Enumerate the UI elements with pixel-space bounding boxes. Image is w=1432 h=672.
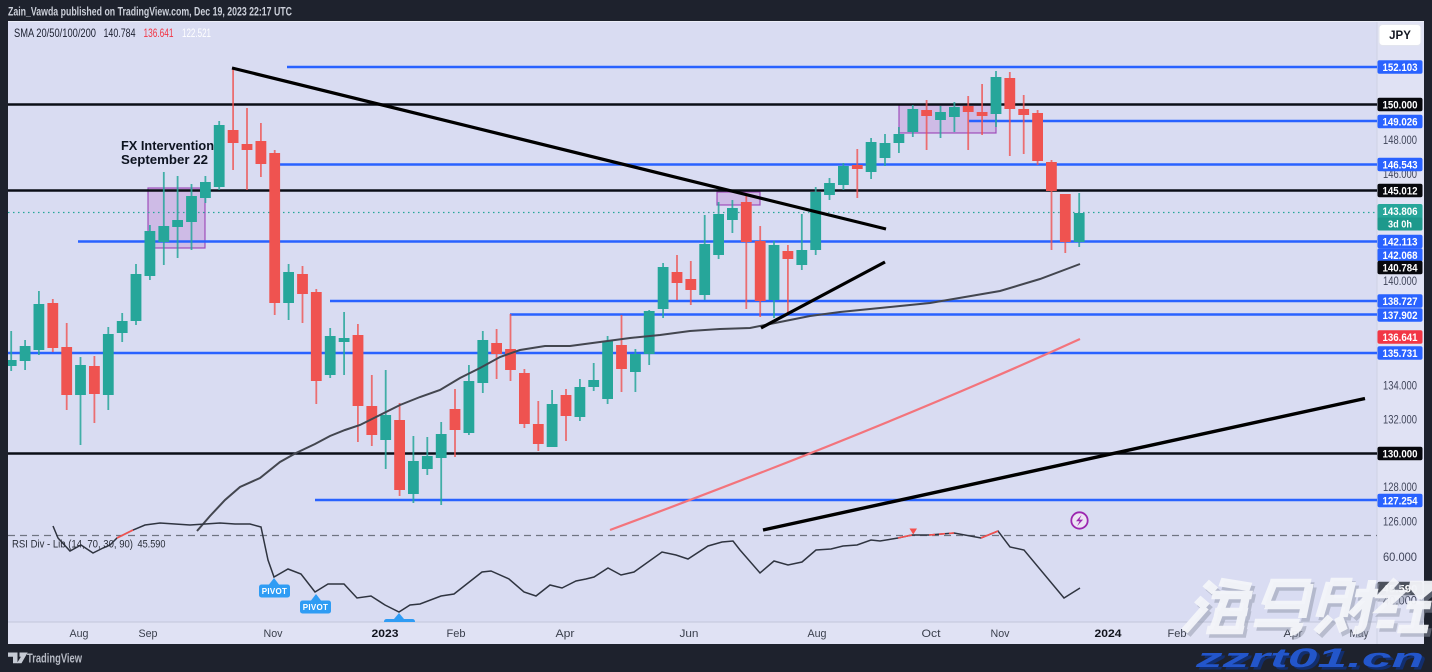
svg-text:PIVOT: PIVOT <box>387 622 413 631</box>
svg-text:136.641: 136.641 <box>1383 332 1418 344</box>
svg-text:TradingView: TradingView <box>27 652 82 666</box>
svg-text:RSI Div - Lib (14, 70, 30, 90): RSI Div - Lib (14, 70, 30, 90) 45.590 <box>12 539 166 551</box>
svg-text:127.254: 127.254 <box>1383 495 1419 507</box>
svg-text:zzrt01.cn: zzrt01.cn <box>1194 643 1424 672</box>
svg-text:Apr: Apr <box>556 628 575 640</box>
svg-text:152.103: 152.103 <box>1383 62 1418 74</box>
svg-text:146.000: 146.000 <box>1383 169 1417 181</box>
svg-text:137.902: 137.902 <box>1383 310 1418 322</box>
svg-text:138.727: 138.727 <box>1383 296 1418 308</box>
svg-text:148.000: 148.000 <box>1383 135 1417 147</box>
svg-text:September 22: September 22 <box>121 152 208 167</box>
svg-text:Jun: Jun <box>680 628 699 640</box>
svg-text:150.000: 150.000 <box>1383 99 1418 111</box>
svg-text:Aug: Aug <box>70 628 89 640</box>
svg-text:Zain_Vawda published on Tradin: Zain_Vawda published on TradingView.com,… <box>8 7 292 19</box>
svg-text:135.731: 135.731 <box>1383 348 1418 360</box>
svg-text:146.543: 146.543 <box>1383 159 1418 171</box>
svg-text:FX Intervention: FX Intervention <box>121 138 214 153</box>
svg-text:JPY: JPY <box>1389 30 1411 42</box>
svg-text:Nov: Nov <box>264 628 283 640</box>
svg-text:132.000: 132.000 <box>1383 414 1417 426</box>
svg-text:128.000: 128.000 <box>1383 482 1417 494</box>
svg-text:140.000: 140.000 <box>1383 276 1417 288</box>
svg-text:126.000: 126.000 <box>1383 516 1417 528</box>
svg-text:2024: 2024 <box>1095 628 1123 640</box>
svg-text:PIVOT: PIVOT <box>262 587 288 596</box>
svg-text:142.068: 142.068 <box>1383 250 1418 262</box>
svg-text:145.012: 145.012 <box>1383 185 1418 197</box>
svg-text:Oct: Oct <box>922 628 941 640</box>
svg-text:Aug: Aug <box>808 628 827 640</box>
svg-text:3d 0h: 3d 0h <box>1388 220 1412 231</box>
svg-text:134.000: 134.000 <box>1383 380 1417 392</box>
svg-text:140.784: 140.784 <box>1383 262 1419 274</box>
svg-text:142.113: 142.113 <box>1383 236 1418 248</box>
svg-text:zzrt01.cn: zzrt01.cn <box>1197 646 1427 672</box>
svg-text:2023: 2023 <box>372 628 399 640</box>
svg-text:130.000: 130.000 <box>1383 448 1418 460</box>
svg-text:Feb: Feb <box>1168 628 1187 640</box>
svg-text:60.000: 60.000 <box>1383 552 1417 564</box>
svg-text:143.806: 143.806 <box>1383 206 1418 218</box>
svg-text:PIVOT: PIVOT <box>303 603 329 612</box>
svg-text:Feb: Feb <box>447 628 466 640</box>
svg-text:Sep: Sep <box>139 628 158 640</box>
svg-text:149.026: 149.026 <box>1383 116 1418 128</box>
svg-text:Nov: Nov <box>991 628 1010 640</box>
